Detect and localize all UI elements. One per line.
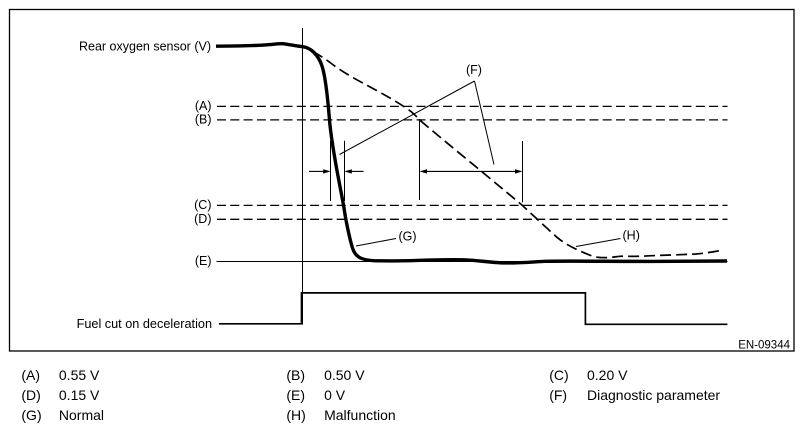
svg-text:EN-09344: EN-09344 — [738, 339, 790, 351]
svg-text:Diagnostic parameter: Diagnostic parameter — [587, 387, 720, 403]
svg-text:0.20 V: 0.20 V — [587, 367, 628, 383]
svg-text:(D): (D) — [21, 387, 40, 403]
svg-text:0.50 V: 0.50 V — [324, 367, 365, 383]
svg-text:Normal: Normal — [59, 407, 104, 423]
svg-text:0.15 V: 0.15 V — [59, 387, 100, 403]
svg-text:(H): (H) — [286, 407, 305, 423]
svg-text:(H): (H) — [623, 229, 640, 243]
svg-text:0.55 V: 0.55 V — [59, 367, 100, 383]
svg-text:(A): (A) — [195, 99, 212, 113]
svg-text:(B): (B) — [195, 112, 212, 126]
svg-text:(A): (A) — [21, 367, 40, 383]
svg-text:(E): (E) — [195, 254, 212, 268]
svg-text:(G): (G) — [21, 407, 41, 423]
svg-text:(C): (C) — [549, 367, 568, 383]
svg-text:(B): (B) — [286, 367, 305, 383]
svg-text:(F): (F) — [549, 387, 567, 403]
svg-text:(G): (G) — [399, 229, 417, 243]
svg-text:(C): (C) — [194, 198, 211, 212]
svg-text:(D): (D) — [194, 212, 211, 226]
svg-text:Fuel cut on deceleration: Fuel cut on deceleration — [77, 317, 212, 331]
svg-text:0 V: 0 V — [324, 387, 346, 403]
svg-text:(F): (F) — [466, 63, 482, 77]
svg-text:Malfunction: Malfunction — [324, 407, 396, 423]
svg-text:(E): (E) — [286, 387, 305, 403]
svg-text:Rear oxygen sensor (V): Rear oxygen sensor (V) — [79, 39, 211, 53]
